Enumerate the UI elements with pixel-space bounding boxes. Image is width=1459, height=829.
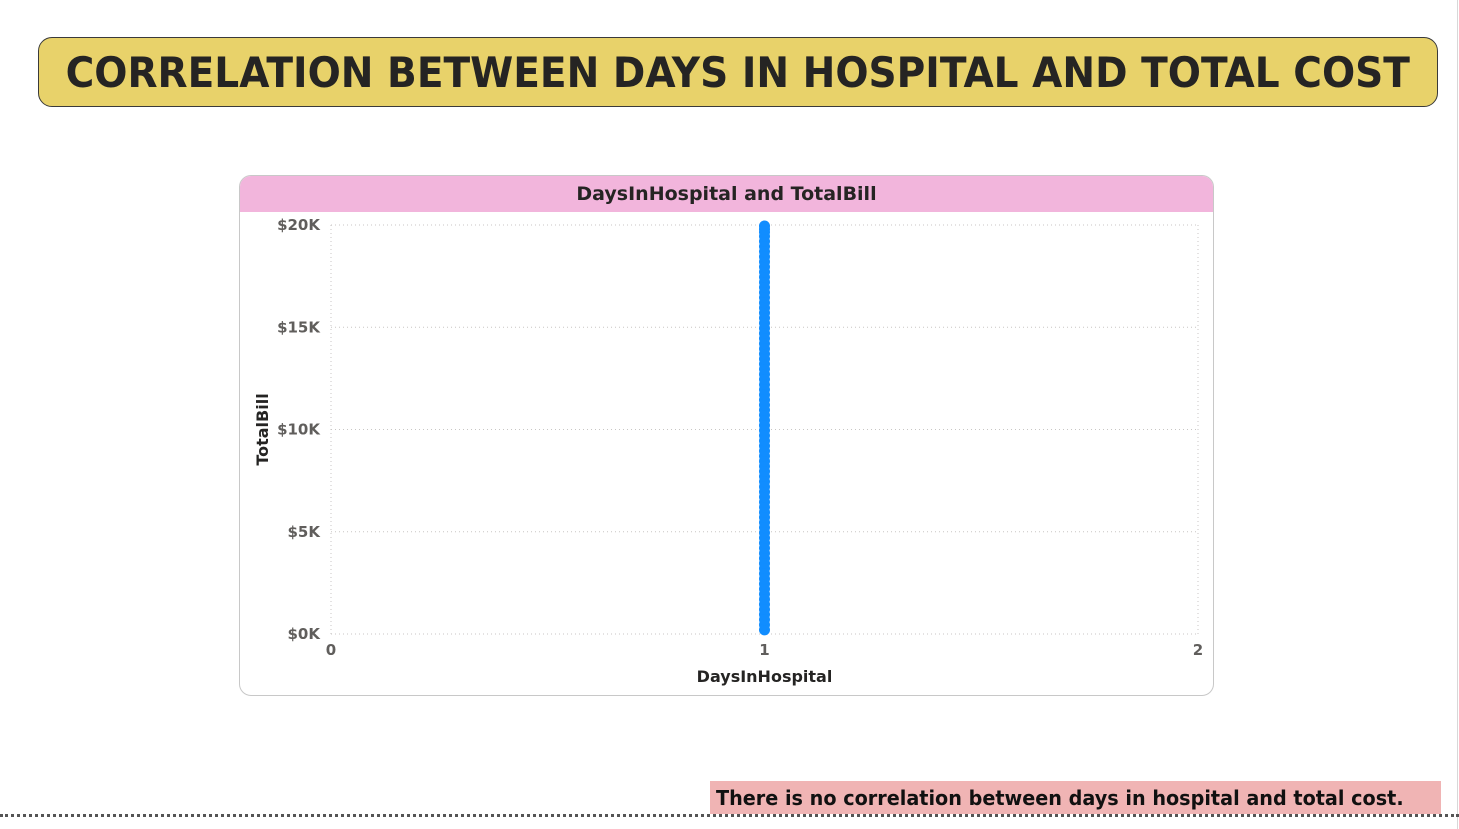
grid-layer [330,224,1199,635]
y-tick-label: $20K [277,216,321,234]
y-tick-label: $10K [277,421,321,439]
point-layer [759,220,770,636]
scatter-plot: $0K $5K $10K $15K $20K 0 1 2 DaysInHospital Tot… [253,216,1203,686]
tick-layer: $0K $5K $10K $15K $20K 0 1 2 [277,216,1203,659]
y-axis-label: TotalBill [253,393,272,465]
conclusion-note: There is no correlation between days in … [710,781,1441,814]
conclusion-note-text: There is no correlation between days in … [716,785,1404,810]
chart-title: DaysInHospital and TotalBill [576,183,877,205]
x-tick-label: 1 [759,641,769,659]
x-tick-label: 2 [1193,641,1203,659]
page-right-border [1457,0,1458,829]
y-tick-label: $15K [277,318,321,336]
y-tick-label: $0K [288,625,322,643]
y-tick-label: $5K [288,523,322,541]
x-axis-label: DaysInHospital [697,667,833,686]
page-bottom-divider [0,814,1459,817]
page-title: CORRELATION BETWEEN DAYS IN HOSPITAL AND… [65,47,1411,97]
x-tick-label: 0 [326,641,336,659]
page-title-banner: CORRELATION BETWEEN DAYS IN HOSPITAL AND… [38,37,1438,107]
chart-header: DaysInHospital and TotalBill [240,176,1213,212]
scatter-chart-card[interactable]: DaysInHospital and TotalBill $0K $5K $10K $… [239,175,1214,696]
scatter-point[interactable] [759,220,770,232]
